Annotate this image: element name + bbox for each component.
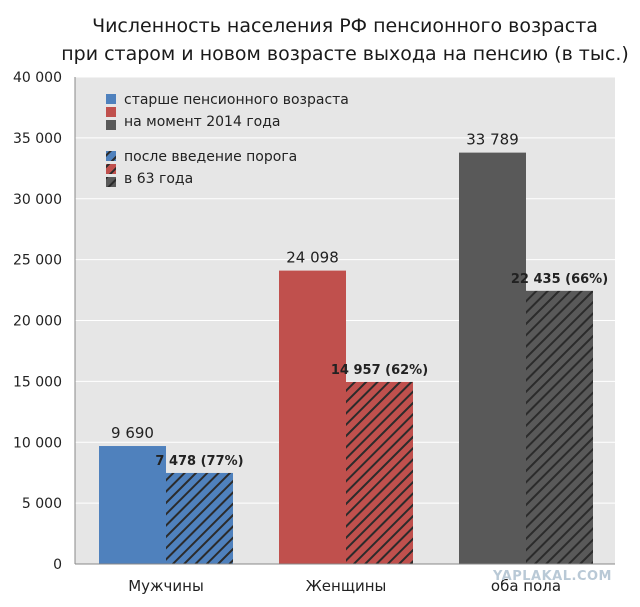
bar-hatched-3 (526, 290, 593, 564)
data-label: 9 690 (111, 424, 154, 442)
y-tick-label: 10 000 (13, 435, 62, 451)
legend-swatch (106, 151, 116, 161)
y-tick-label: 20 000 (13, 314, 62, 330)
legend-entry: на момент 2014 года (124, 114, 281, 130)
bars (99, 152, 593, 564)
bar-solid-3 (459, 152, 526, 564)
y-tick-label: 30 000 (13, 192, 62, 208)
legend: старше пенсионного возраста на момент 201… (106, 92, 349, 187)
y-tick-label: 15 000 (13, 374, 62, 390)
legend-swatch (106, 107, 116, 117)
legend-entry: старше пенсионного возраста (124, 92, 349, 108)
legend-swatch (106, 94, 116, 104)
category-label: Женщины (306, 577, 387, 595)
bar-solid-1 (99, 446, 166, 564)
bar-hatched-2 (346, 381, 413, 564)
data-label: 24 098 (286, 249, 339, 267)
category-label: оба пола (491, 577, 561, 595)
data-label: 33 789 (466, 131, 519, 149)
bar-solid-2 (279, 270, 346, 564)
y-tick-label: 5 000 (22, 496, 62, 512)
data-label: 7 478 (77%) (155, 454, 243, 469)
legend-swatch (106, 177, 116, 187)
y-axis-tick-labels: 0 5 000 10 000 15 000 20 000 25 000 30 000 35 0… (13, 70, 62, 573)
category-label: Мужчины (128, 577, 204, 595)
legend-entry: в 63 года (124, 171, 193, 187)
legend-swatch (106, 164, 116, 174)
data-label: 22 435 (66%) (511, 272, 608, 287)
legend-entry: после введение порога (124, 149, 297, 165)
chart-title-line-1: Численность населения РФ пенсионного воз… (92, 15, 598, 37)
watermark: YAPLAKAL.COM (492, 569, 612, 584)
y-tick-label: 25 000 (13, 253, 62, 269)
y-tick-label: 40 000 (13, 70, 62, 86)
y-tick-label: 0 (53, 557, 62, 573)
y-tick-label: 35 000 (13, 131, 62, 147)
category-labels: Мужчины Женщины оба пола (128, 577, 561, 595)
legend-swatch (106, 120, 116, 130)
chart-title-line-2: при старом и новом возрасте выхода на пе… (61, 43, 629, 65)
data-label: 14 957 (62%) (331, 363, 428, 378)
bar-hatched-1 (166, 472, 233, 564)
